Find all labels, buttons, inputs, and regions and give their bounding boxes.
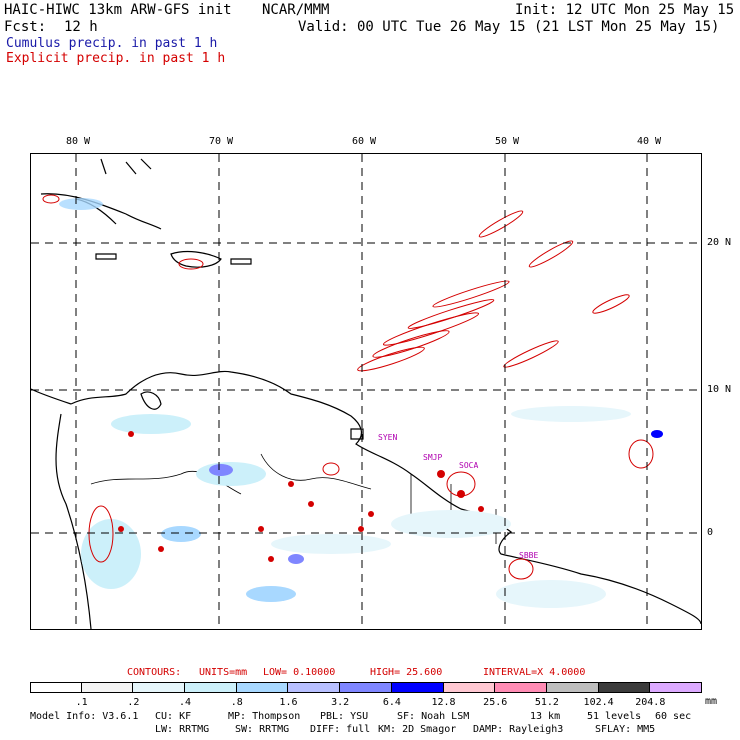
colorbar-swatch (495, 682, 547, 693)
footer-pbl: PBL: YSU (320, 711, 369, 722)
lon-label-50w: 50 W (495, 136, 520, 147)
colorbar-tick-label: 102.4 (583, 697, 614, 708)
explicit-legend: Explicit precip. in past 1 h (6, 51, 226, 66)
colorbar-swatch (236, 682, 289, 693)
footer-km: KM: 2D Smagor (378, 724, 457, 735)
colorbar-tick-label: .1 (75, 697, 88, 708)
colorbar-swatch (598, 682, 651, 693)
map-canvas (30, 154, 702, 630)
colorbar-tick-label: .2 (127, 697, 140, 708)
lon-label-60w: 60 W (352, 136, 377, 147)
colorbar-swatch (288, 682, 341, 693)
fcst-label: Fcst: (4, 19, 47, 35)
colorbar-tick-label: 12.8 (431, 697, 456, 708)
footer-model-info: Model Info: V3.6.1 (30, 711, 139, 722)
contours-label: CONTOURS: (127, 667, 182, 678)
contours-high: HIGH= 25.600 (370, 667, 443, 678)
lat-label-10n: 10 N (707, 384, 732, 395)
lon-label-40w: 40 W (637, 136, 662, 147)
contours-interval: INTERVAL=X 4.0000 (483, 667, 586, 678)
colorbar-tick-label: .8 (230, 697, 243, 708)
footer-timestep: 60 sec (655, 711, 692, 722)
colorbar-swatch (443, 682, 496, 693)
init-time: Init: 12 UTC Mon 25 May 15 (515, 2, 735, 18)
colorbar-swatch (546, 682, 599, 693)
lat-label-0: 0 (707, 527, 714, 538)
colorbar-tick-label: 25.6 (483, 697, 508, 708)
colorbar-tick-label: .4 (179, 697, 192, 708)
fcst-value: 12 h (64, 19, 98, 35)
footer-sflay: SFLAY: MM5 (595, 724, 656, 735)
colorbar-swatch (81, 682, 134, 693)
graticule (31, 154, 701, 629)
cumulus-legend: Cumulus precip. in past 1 h (6, 36, 218, 51)
colorbar-tick-label: 204.8 (635, 697, 666, 708)
explicit-precip (42, 194, 654, 580)
cumulus-precip (59, 198, 663, 608)
explicit-precip-cores (118, 431, 484, 562)
org-label: NCAR/MMM (262, 2, 330, 18)
footer-levels: 51 levels (587, 711, 642, 722)
colorbar-tick-label: 6.4 (382, 697, 401, 708)
colorbar-swatch (133, 682, 186, 693)
colorbar-tick-label: 51.2 (534, 697, 559, 708)
colorbar-swatch (340, 682, 392, 693)
lat-label-20n: 20 N (707, 237, 732, 248)
footer-sw: SW: RRTMG (235, 724, 290, 735)
footer-res: 13 km (530, 711, 561, 722)
colorbar-tick-label: 1.6 (279, 697, 298, 708)
valid-time: Valid: 00 UTC Tue 26 May 15 (21 LST Mon … (298, 19, 720, 35)
colorbar-swatch (30, 682, 82, 693)
colorbar-tick-label: 3.2 (331, 697, 350, 708)
contours-low: LOW= 0.10000 (263, 667, 336, 678)
contours-units: UNITS=mm (199, 667, 248, 678)
footer-lw: LW: RRTMG (155, 724, 210, 735)
colorbar-swatch (650, 682, 702, 693)
colorbar-unit: mm (705, 696, 718, 707)
station-syen: SYEN (378, 433, 398, 442)
station-soca: SOCA (459, 461, 479, 470)
footer-mp: MP: Thompson (228, 711, 301, 722)
station-smjp: SMJP (423, 453, 443, 462)
lon-label-70w: 70 W (209, 136, 234, 147)
footer-sf: SF: Noah LSM (397, 711, 470, 722)
station-sbbe: SBBE (519, 551, 539, 560)
precip-map: SYEN SMJP SOCA SBBE (30, 153, 702, 630)
colorbar-swatch (391, 682, 444, 693)
colorbar-swatch (185, 682, 237, 693)
footer-damp: DAMP: Rayleigh3 (473, 724, 564, 735)
model-title: HAIC-HIWC 13km ARW-GFS init (4, 2, 232, 18)
footer-cu: CU: KF (155, 711, 192, 722)
lon-label-80w: 80 W (66, 136, 91, 147)
footer-diff: DIFF: full (310, 724, 371, 735)
